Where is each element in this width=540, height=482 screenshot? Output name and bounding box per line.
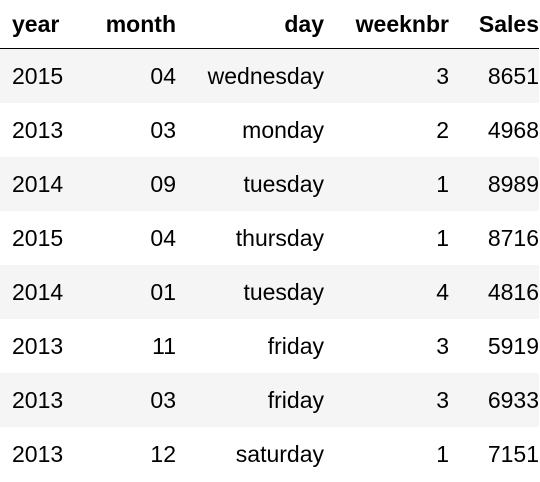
cell-month: 03 bbox=[79, 103, 176, 157]
cell-year: 2013 bbox=[0, 373, 79, 427]
cell-weeknbr: 2 bbox=[324, 103, 449, 157]
cell-weeknbr: 4 bbox=[324, 265, 449, 319]
cell-weeknbr: 1 bbox=[324, 157, 449, 211]
cell-year: 2015 bbox=[0, 211, 79, 265]
cell-weeknbr: 3 bbox=[324, 373, 449, 427]
cell-year: 2013 bbox=[0, 319, 79, 373]
cell-day: wednesday bbox=[176, 48, 324, 103]
cell-year: 2013 bbox=[0, 427, 79, 481]
cell-month: 04 bbox=[79, 48, 176, 103]
cell-sales: 5919 bbox=[449, 319, 539, 373]
column-header-year: year bbox=[0, 0, 79, 49]
table-row: 2013 03 friday 3 6933 bbox=[0, 373, 539, 427]
header-row: year month day weeknbr Sales bbox=[0, 0, 539, 49]
table-row: 2015 04 thursday 1 8716 bbox=[0, 211, 539, 265]
column-header-weeknbr: weeknbr bbox=[324, 0, 449, 49]
cell-month: 12 bbox=[79, 427, 176, 481]
cell-month: 04 bbox=[79, 211, 176, 265]
cell-day: friday bbox=[176, 319, 324, 373]
cell-weeknbr: 1 bbox=[324, 427, 449, 481]
cell-year: 2015 bbox=[0, 48, 79, 103]
cell-weeknbr: 1 bbox=[324, 211, 449, 265]
cell-sales: 6933 bbox=[449, 373, 539, 427]
column-header-day: day bbox=[176, 0, 324, 49]
cell-weeknbr: 3 bbox=[324, 319, 449, 373]
cell-month: 03 bbox=[79, 373, 176, 427]
cell-sales: 8716 bbox=[449, 211, 539, 265]
cell-day: tuesday bbox=[176, 157, 324, 211]
table-row: 2013 11 friday 3 5919 bbox=[0, 319, 539, 373]
table-row: 2013 12 saturday 1 7151 bbox=[0, 427, 539, 481]
cell-sales: 4968 bbox=[449, 103, 539, 157]
table-row: 2013 03 monday 2 4968 bbox=[0, 103, 539, 157]
column-header-month: month bbox=[79, 0, 176, 49]
table-body: 2015 04 wednesday 3 8651 2013 03 monday … bbox=[0, 48, 539, 481]
table-row: 2014 09 tuesday 1 8989 bbox=[0, 157, 539, 211]
cell-year: 2014 bbox=[0, 157, 79, 211]
cell-weeknbr: 3 bbox=[324, 48, 449, 103]
cell-year: 2013 bbox=[0, 103, 79, 157]
table-row: 2015 04 wednesday 3 8651 bbox=[0, 48, 539, 103]
cell-sales: 7151 bbox=[449, 427, 539, 481]
cell-sales: 8651 bbox=[449, 48, 539, 103]
cell-day: friday bbox=[176, 373, 324, 427]
cell-day: thursday bbox=[176, 211, 324, 265]
cell-year: 2014 bbox=[0, 265, 79, 319]
table-header: year month day weeknbr Sales bbox=[0, 0, 539, 49]
table-row: 2014 01 tuesday 4 4816 bbox=[0, 265, 539, 319]
cell-month: 11 bbox=[79, 319, 176, 373]
cell-day: tuesday bbox=[176, 265, 324, 319]
cell-month: 09 bbox=[79, 157, 176, 211]
cell-month: 01 bbox=[79, 265, 176, 319]
cell-day: saturday bbox=[176, 427, 324, 481]
cell-sales: 4816 bbox=[449, 265, 539, 319]
column-header-sales: Sales bbox=[449, 0, 539, 49]
cell-day: monday bbox=[176, 103, 324, 157]
cell-sales: 8989 bbox=[449, 157, 539, 211]
